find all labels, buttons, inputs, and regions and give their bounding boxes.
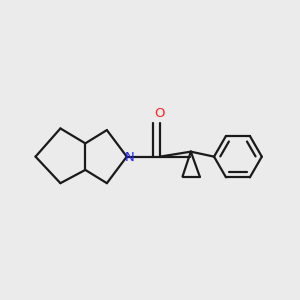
Text: O: O xyxy=(155,107,165,120)
Text: N: N xyxy=(124,151,134,164)
